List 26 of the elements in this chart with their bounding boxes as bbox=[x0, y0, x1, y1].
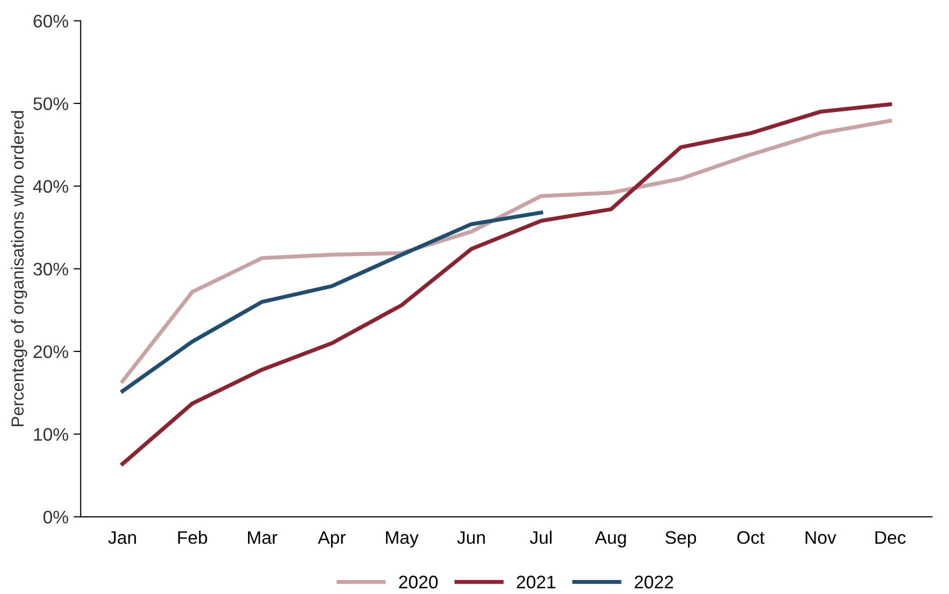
x-tick-label: Sep bbox=[665, 531, 696, 548]
legend-label: 2021 bbox=[516, 576, 556, 588]
x-tick-label: Dec bbox=[875, 531, 906, 544]
line-series bbox=[120, 102, 892, 466]
x-tick-label: Jun bbox=[457, 531, 485, 544]
x-tick-label: Aug bbox=[594, 531, 626, 548]
y-tick-label: 50% bbox=[33, 97, 68, 110]
x-tick-label: Nov bbox=[806, 531, 836, 544]
y-tick-label: 40% bbox=[33, 180, 68, 193]
x-tick-label: Mar bbox=[248, 531, 278, 544]
x-tick-label: May bbox=[386, 531, 419, 548]
x-tick-label: Jan bbox=[108, 531, 136, 544]
y-tick-label: 10% bbox=[34, 428, 68, 441]
y-tick-label: 30% bbox=[33, 262, 68, 276]
x-tick-label: Apr bbox=[318, 531, 346, 548]
y-tick-label: 20% bbox=[34, 345, 68, 358]
y-tick-label: 60% bbox=[34, 14, 68, 28]
y-tick-label: 0% bbox=[43, 510, 68, 524]
legend-label: 2022 bbox=[634, 576, 674, 588]
x-tick-label: Oct bbox=[737, 531, 764, 544]
x-tick-label: Feb bbox=[178, 530, 208, 544]
line-series bbox=[120, 210, 544, 394]
legend-label: 2020 bbox=[399, 576, 438, 588]
line-series bbox=[120, 118, 892, 384]
y-axis-title: Percentage of organisations who ordered bbox=[10, 111, 28, 426]
x-tick-label: Jul bbox=[530, 530, 552, 544]
